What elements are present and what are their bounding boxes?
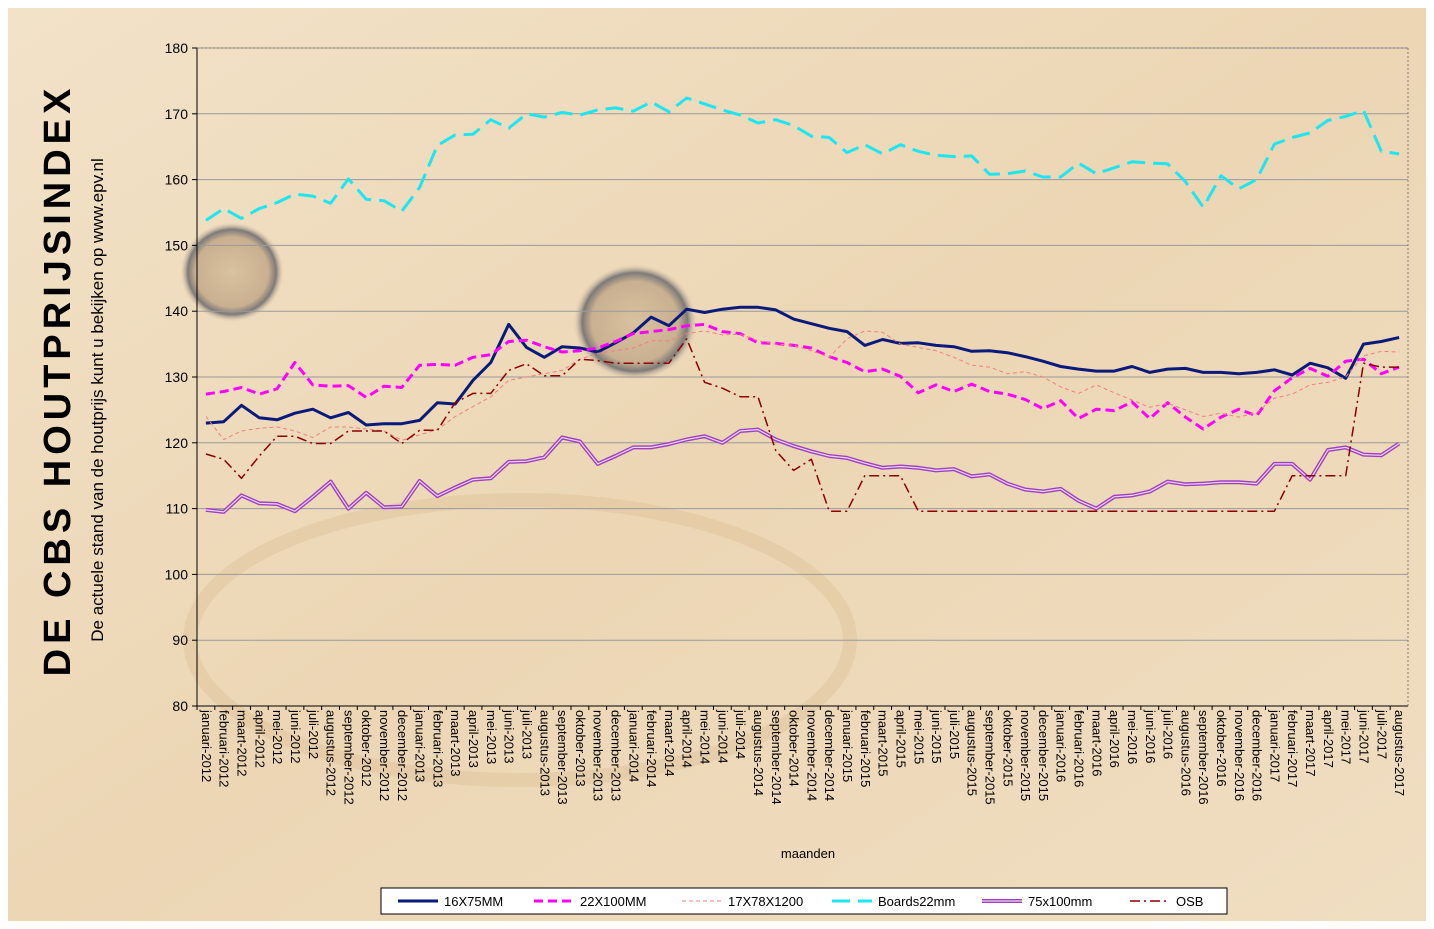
x-tick-label: december-2012 <box>395 710 410 801</box>
x-tick-label: april-2012 <box>252 710 267 768</box>
x-tick-label: september-2013 <box>555 710 570 805</box>
x-tick-label: november-2015 <box>1018 710 1033 801</box>
x-tick-label: juli-2017 <box>1374 709 1389 759</box>
x-tick-label: mei-2015 <box>911 710 926 764</box>
legend-label: OSB <box>1176 894 1203 909</box>
x-tick-label: januari-2013 <box>413 709 428 782</box>
x-tick-label: september-2015 <box>982 710 997 805</box>
x-tick-label: januari-2016 <box>1054 709 1069 782</box>
x-tick-label: februari-2012 <box>217 710 232 787</box>
x-tick-label: april-2015 <box>893 710 908 768</box>
x-tick-label: mei-2012 <box>270 710 285 764</box>
y-tick-label: 180 <box>165 40 189 56</box>
x-tick-label: maart-2015 <box>876 710 891 776</box>
x-tick-label: januari-2015 <box>840 709 855 782</box>
y-tick-label: 110 <box>166 501 189 517</box>
y-tick-label: 170 <box>165 106 189 122</box>
x-tick-label: november-2013 <box>591 710 606 801</box>
y-tick-label: 160 <box>165 172 189 188</box>
x-tick-label: juli-2016 <box>1161 709 1176 759</box>
x-tick-label: mei-2016 <box>1125 710 1140 764</box>
x-tick-label: juni-2014 <box>715 709 730 764</box>
y-tick-label: 150 <box>165 237 189 253</box>
y-tick-label: 80 <box>172 698 188 714</box>
x-tick-label: juni-2016 <box>1143 709 1158 764</box>
x-tick-label: mei-2013 <box>484 710 499 764</box>
x-tick-label: oktober-2013 <box>573 710 588 787</box>
x-tick-label: maart-2012 <box>235 710 250 776</box>
x-tick-label: augustus-2016 <box>1178 710 1193 796</box>
x-tick-label: juni-2015 <box>929 709 944 764</box>
x-tick-label: februari-2015 <box>858 710 873 787</box>
legend-label: 75x100mm <box>1028 894 1092 909</box>
x-tick-label: september-2014 <box>769 710 784 805</box>
x-tick-label: maart-2016 <box>1089 710 1104 776</box>
legend-box <box>381 888 1227 914</box>
x-tick-label: mei-2017 <box>1339 710 1354 764</box>
x-tick-label: augustus-2017 <box>1392 710 1407 796</box>
x-tick-label: december-2013 <box>609 710 624 801</box>
x-tick-label: november-2012 <box>377 710 392 801</box>
x-tick-label: oktober-2012 <box>359 710 374 787</box>
chart: DE CBS HOUTPRIJSINDEX De actuele stand v… <box>0 0 1434 929</box>
x-tick-label: november-2014 <box>804 710 819 801</box>
y-tick-label: 120 <box>165 435 189 451</box>
chart-subtitle: De actuele stand van de houtprijs kunt u… <box>88 158 107 642</box>
x-tick-label: augustus-2015 <box>965 710 980 796</box>
x-tick-label: mei-2014 <box>698 710 713 764</box>
x-tick-label: februari-2013 <box>430 710 445 787</box>
x-tick-label: november-2016 <box>1232 710 1247 801</box>
x-tick-label: juli-2015 <box>947 709 962 759</box>
x-tick-label: maart-2013 <box>448 710 463 776</box>
x-tick-label: april-2016 <box>1107 710 1122 768</box>
x-tick-label: oktober-2015 <box>1000 710 1015 787</box>
x-tick-label: maart-2017 <box>1303 710 1318 776</box>
x-tick-label: juli-2014 <box>733 709 748 759</box>
legend-label: Boards22mm <box>878 894 955 909</box>
x-tick-label: februari-2017 <box>1285 710 1300 787</box>
y-tick-label: 100 <box>165 566 189 582</box>
x-tick-label: augustus-2012 <box>324 710 339 796</box>
x-tick-label: januari-2014 <box>626 709 641 782</box>
x-tick-label: januari-2012 <box>199 709 214 782</box>
legend-label: 17X78X1200 <box>728 894 803 909</box>
x-tick-label: augustus-2013 <box>537 710 552 796</box>
x-tick-label: juli-2013 <box>519 709 534 759</box>
x-tick-label: juni-2013 <box>502 709 517 764</box>
x-tick-label: augustus-2014 <box>751 710 766 796</box>
y-tick-label: 140 <box>165 303 189 319</box>
x-tick-label: oktober-2014 <box>787 710 802 787</box>
legend-label: 22X100MM <box>580 894 646 909</box>
x-tick-label: september-2016 <box>1196 710 1211 805</box>
x-tick-label: december-2016 <box>1250 710 1265 801</box>
x-tick-label: december-2015 <box>1036 710 1051 801</box>
wood-knot <box>180 222 284 322</box>
x-tick-label: september-2012 <box>341 710 356 805</box>
x-tick-label: april-2013 <box>466 710 481 768</box>
x-tick-label: december-2014 <box>822 710 837 801</box>
x-tick-label: februari-2016 <box>1072 710 1087 787</box>
y-tick-label: 130 <box>165 369 189 385</box>
x-tick-label: maart-2014 <box>662 710 677 776</box>
x-tick-label: juni-2012 <box>288 709 303 764</box>
legend-label: 16X75MM <box>444 894 503 909</box>
y-tick-label: 90 <box>172 632 188 648</box>
chart-title: DE CBS HOUTPRIJSINDEX <box>37 84 79 677</box>
x-tick-label: juli-2012 <box>306 709 321 759</box>
x-tick-label: januari-2017 <box>1267 709 1282 782</box>
x-tick-label: april-2014 <box>680 710 695 768</box>
x-tick-label: oktober-2016 <box>1214 710 1229 787</box>
x-tick-label: februari-2014 <box>644 710 659 787</box>
wood-knot <box>573 264 697 380</box>
x-tick-label: juni-2017 <box>1356 709 1371 764</box>
x-tick-label: april-2017 <box>1321 710 1336 768</box>
x-axis-title: maanden <box>781 846 835 861</box>
